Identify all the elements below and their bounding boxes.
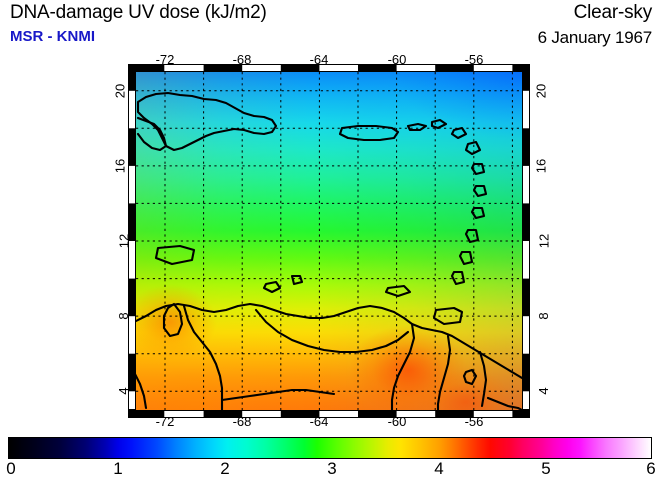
coastline-leeward-islands bbox=[450, 126, 468, 140]
colorbar-tick-6: 6 bbox=[646, 459, 656, 478]
xtick-bottom-0: -72 bbox=[155, 414, 175, 429]
coastline-south-america-north bbox=[136, 302, 522, 380]
xtick-top-0: -72 bbox=[155, 52, 175, 67]
colorbar-tick-0: 0 bbox=[6, 459, 16, 478]
river-orinoco bbox=[254, 308, 410, 354]
colorbar-gradient bbox=[8, 437, 652, 459]
ytick-right-4: 4 bbox=[536, 387, 552, 395]
ytick-left-2: 12 bbox=[116, 233, 132, 249]
border-colombia-venezuela bbox=[182, 304, 224, 410]
ytick-right-2: 12 bbox=[536, 233, 552, 249]
gridline-overlay bbox=[136, 72, 522, 410]
border-guyana-suriname bbox=[436, 334, 452, 410]
xtick-bottom-4: -56 bbox=[464, 414, 484, 429]
ytick-right-3: 8 bbox=[536, 312, 552, 320]
xtick-top-2: -64 bbox=[309, 52, 329, 67]
xtick-bottom-2: -64 bbox=[309, 414, 329, 429]
ytick-right-0: 20 bbox=[533, 83, 549, 99]
coastline-puerto-rico bbox=[338, 124, 400, 142]
map-canvas bbox=[136, 72, 522, 410]
xtick-top-4: -56 bbox=[464, 52, 484, 67]
coastline-lake-maracaibo bbox=[162, 302, 184, 338]
coastline-antilles-arc-c bbox=[472, 184, 488, 198]
coastline-colombia-pacific bbox=[136, 373, 148, 410]
border-suriname-guyane bbox=[478, 350, 488, 408]
inland-lake-brokopondo bbox=[462, 368, 478, 386]
data-source-label: MSR - KNMI bbox=[10, 28, 95, 45]
figure-header: DNA-damage UV dose (kJ/m2) MSR - KNMI Cl… bbox=[0, 0, 660, 56]
coastline-antilles-arc-f bbox=[458, 250, 474, 266]
coastline-antilles-arc-d bbox=[470, 206, 486, 220]
xtick-bottom-1: -68 bbox=[232, 414, 252, 429]
coastline-jamaica bbox=[154, 244, 196, 266]
ytick-left-4: 4 bbox=[116, 387, 132, 395]
coastline-margarita bbox=[384, 284, 412, 298]
colorbar-tick-1: 1 bbox=[113, 459, 123, 478]
colorbar-tick-5: 5 bbox=[541, 459, 551, 478]
xtick-bottom-3: -60 bbox=[387, 414, 407, 429]
coastline-antilles-arc-a bbox=[464, 140, 482, 156]
coastline-bonaire bbox=[290, 274, 304, 286]
colorbar bbox=[8, 437, 652, 459]
xtick-top-1: -68 bbox=[232, 52, 252, 67]
page-title: DNA-damage UV dose (kJ/m2) bbox=[10, 2, 267, 23]
colorbar-tick-4: 4 bbox=[434, 459, 444, 478]
ytick-left-0: 20 bbox=[112, 83, 128, 99]
colorbar-tick-3: 3 bbox=[327, 459, 337, 478]
coastline-aruba-curacao bbox=[262, 280, 282, 294]
coastline-antilles-arc-b bbox=[470, 162, 486, 176]
xtick-top-3: -60 bbox=[387, 52, 407, 67]
date-label: 6 January 1967 bbox=[537, 28, 653, 47]
coastline-overlay bbox=[136, 91, 522, 410]
coastline-brazil-north bbox=[486, 396, 522, 410]
colorbar-tick-2: 2 bbox=[220, 459, 230, 478]
sky-condition-label: Clear-sky bbox=[573, 2, 653, 23]
ytick-right-1: 16 bbox=[533, 158, 549, 174]
coastline-lesser-antilles-north bbox=[430, 118, 448, 130]
ytick-left-3: 8 bbox=[116, 312, 132, 320]
ytick-left-1: 16 bbox=[112, 158, 128, 174]
coastline-trinidad bbox=[432, 306, 464, 326]
map-frame-border bbox=[128, 64, 530, 418]
map-plot-area bbox=[128, 64, 530, 418]
coastline-windward-islands bbox=[450, 270, 466, 286]
border-venezuela-guyana bbox=[390, 322, 416, 410]
coastline-haiti-south-peninsula bbox=[136, 116, 168, 152]
